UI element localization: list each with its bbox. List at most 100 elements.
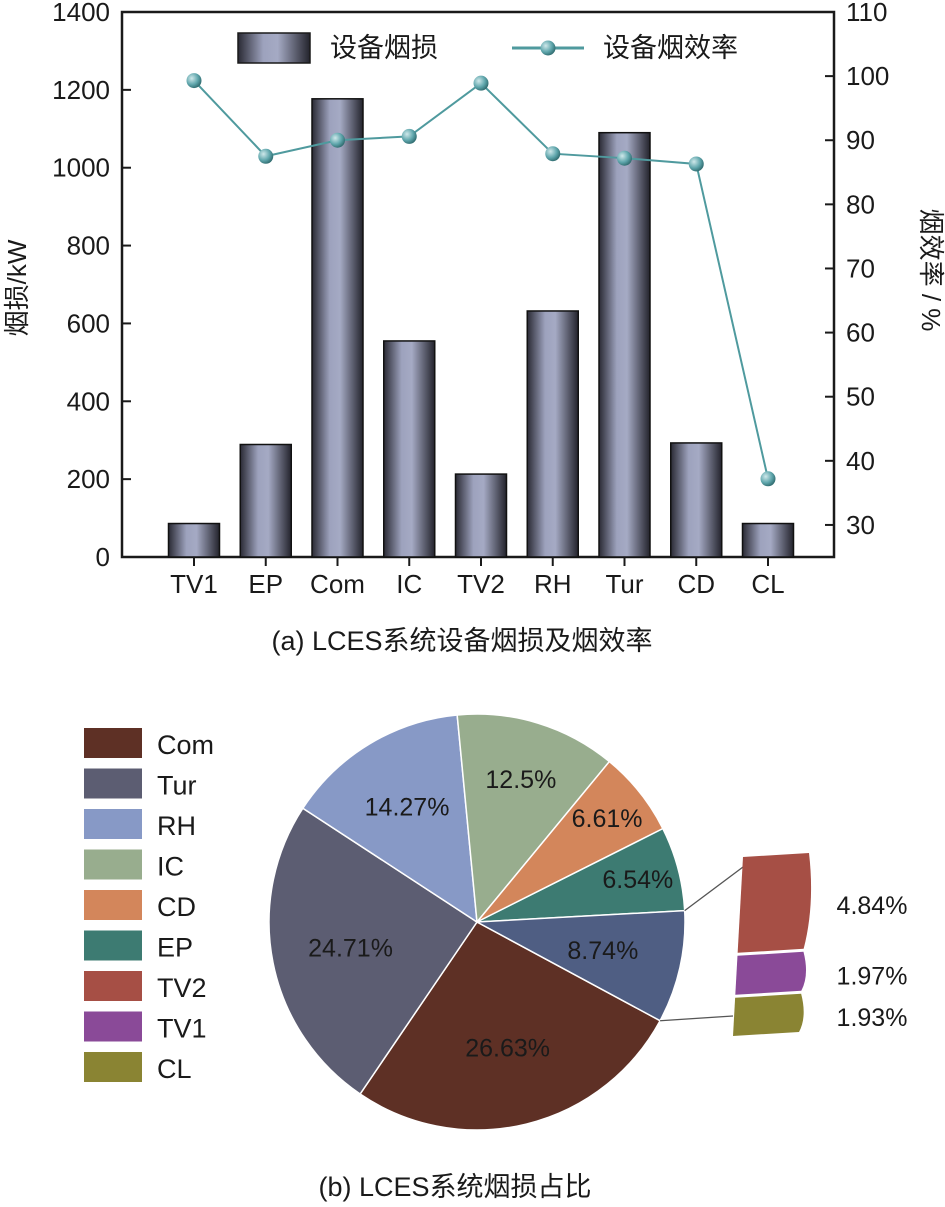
legend-line-marker: [540, 40, 556, 56]
efficiency-point-IC: [401, 128, 417, 144]
legend-label-IC: IC: [157, 852, 184, 882]
x-tick-label: Tur: [605, 569, 643, 599]
breakdown-label-TV2: 4.84%: [837, 892, 908, 920]
y2-tick-label: 70: [846, 253, 875, 283]
breakdown-bar: 4.84% 1.97% 1.93%: [733, 853, 907, 1036]
efficiency-point-Tur: [617, 150, 632, 166]
efficiency-point-TV1: [186, 73, 202, 89]
legend-swatch-TV1: [84, 1011, 142, 1042]
efficiency-point-Com: [330, 132, 345, 148]
bar-CD: [670, 442, 723, 558]
caption-a: (a) LCES系统设备烟损及烟效率: [271, 626, 652, 656]
x-tick-label: IC: [396, 569, 422, 599]
pie-slice-IC: [456, 713, 611, 924]
x-tick-label: CL: [751, 569, 784, 599]
y-tick-label: 600: [67, 308, 110, 338]
chart-b: Com Tur RH IC CD EP TV2 TV1 CL 4.84% 1.97% 1.93% 2…: [84, 713, 907, 1202]
bar-series: [167, 98, 795, 558]
legend-label-TV2: TV2: [157, 973, 207, 1003]
line-series: [186, 73, 776, 487]
x-tick-label: RH: [534, 569, 572, 599]
legend-label-Tur: Tur: [157, 771, 197, 801]
bar-TV2: [454, 473, 508, 558]
legend-swatch-EP: [84, 930, 142, 961]
legend-label-TV1: TV1: [157, 1014, 207, 1044]
legend-label-CL: CL: [157, 1054, 192, 1084]
efficiency-point-RH: [545, 146, 561, 162]
y2-tick-label: 100: [846, 61, 889, 91]
x-tick-label: Com: [310, 569, 365, 599]
legend-swatch-Tur: [84, 768, 142, 799]
y-tick-label: 1200: [52, 75, 110, 105]
connector-top: [684, 866, 744, 912]
x-tick-label: EP: [248, 569, 283, 599]
y2-tick-label: 40: [846, 446, 875, 476]
x-axis: TV1 EP Com IC TV2 RH Tur CD CL: [170, 557, 785, 599]
legend-swatch-CL: [84, 1052, 142, 1082]
pie-label-Com: 26.63%: [465, 1034, 550, 1062]
pie-label-RH: 14.27%: [365, 793, 450, 821]
connector-bottom: [660, 1015, 734, 1022]
efficiency-point-EP: [258, 148, 274, 164]
right-axis: 30 40 50 60 70 80 90 100 110: [825, 0, 889, 540]
legend-label-CD: CD: [157, 892, 196, 922]
y2-tick-label: 90: [846, 125, 875, 155]
y-tick-label: 800: [67, 231, 110, 261]
legend-line-label: 设备烟效率: [603, 33, 738, 63]
y2-axis-title: 烟效率 / %: [916, 209, 945, 332]
pie-slice-Com: [359, 921, 662, 1131]
breakdown-connectors: [660, 866, 744, 1022]
y2-tick-label: 50: [846, 382, 875, 412]
bar-Tur: [598, 131, 651, 558]
breakdown-label-TV1: 1.97%: [837, 962, 908, 990]
pie-slice-Other: [474, 909, 686, 1022]
y2-tick-label: 30: [846, 510, 875, 540]
legend-swatch-CD: [84, 890, 142, 920]
bar-CL: [741, 522, 795, 558]
left-axis: 0 200 400 600 800 1000 1200 1400: [52, 0, 131, 572]
legend: 设备烟损 设备烟效率: [237, 32, 738, 64]
breakdown-segment-TV2: [737, 853, 812, 953]
efficiency-point-CL: [760, 471, 776, 487]
pie-label-CD: 6.61%: [572, 805, 643, 833]
bar-EP: [239, 443, 292, 558]
breakdown-segment-TV1: [735, 951, 807, 995]
legend-label-RH: RH: [157, 811, 196, 841]
legend-swatch-Com: [84, 728, 142, 758]
bar-TV1: [167, 522, 221, 558]
y-axis-title: 烟损/kW: [2, 239, 32, 336]
chart-a: 0 200 400 600 800 1000 1200 1400 30 40 50 60 70 80 90…: [2, 0, 945, 656]
pie-label-Other: 8.74%: [567, 937, 638, 965]
pie: [268, 713, 686, 1131]
pie-label-EP: 6.54%: [602, 866, 673, 894]
y2-tick-label: 110: [846, 0, 887, 27]
legend-bar-swatch: [237, 32, 311, 64]
pie-slice-RH: [301, 714, 478, 924]
bar-Com: [311, 98, 364, 558]
legend-bar-label: 设备烟损: [330, 33, 438, 63]
pie-legend: Com Tur RH IC CD EP TV2 TV1 CL: [84, 728, 214, 1084]
legend-swatch-RH: [84, 809, 142, 839]
pie-label-IC: 12.5%: [485, 766, 556, 794]
caption-b: (b) LCES系统烟损占比: [318, 1172, 591, 1202]
efficiency-point-TV2: [473, 75, 489, 91]
y2-tick-label: 60: [846, 318, 875, 348]
x-tick-label: TV1: [170, 569, 218, 599]
legend-swatch-TV2: [84, 971, 142, 1001]
pie-slice-Tur: [268, 807, 479, 1096]
x-tick-label: TV2: [457, 569, 505, 599]
y-tick-label: 1000: [52, 153, 110, 183]
pie-label-Tur: 24.71%: [308, 934, 393, 962]
breakdown-segment-CL: [733, 993, 804, 1036]
x-tick-label: CD: [677, 569, 715, 599]
legend-swatch-IC: [84, 849, 142, 880]
y-tick-label: 1400: [52, 0, 110, 27]
y2-tick-label: 80: [846, 189, 875, 219]
legend-label-EP: EP: [157, 933, 193, 963]
y-tick-label: 400: [67, 386, 110, 416]
bar-IC: [383, 340, 436, 558]
pie-labels: 26.63% 24.71% 14.27% 12.5% 6.61% 6.54% 8.74%: [308, 766, 673, 1062]
breakdown-label-CL: 1.93%: [837, 1004, 908, 1032]
y-tick-label: 0: [96, 542, 110, 572]
